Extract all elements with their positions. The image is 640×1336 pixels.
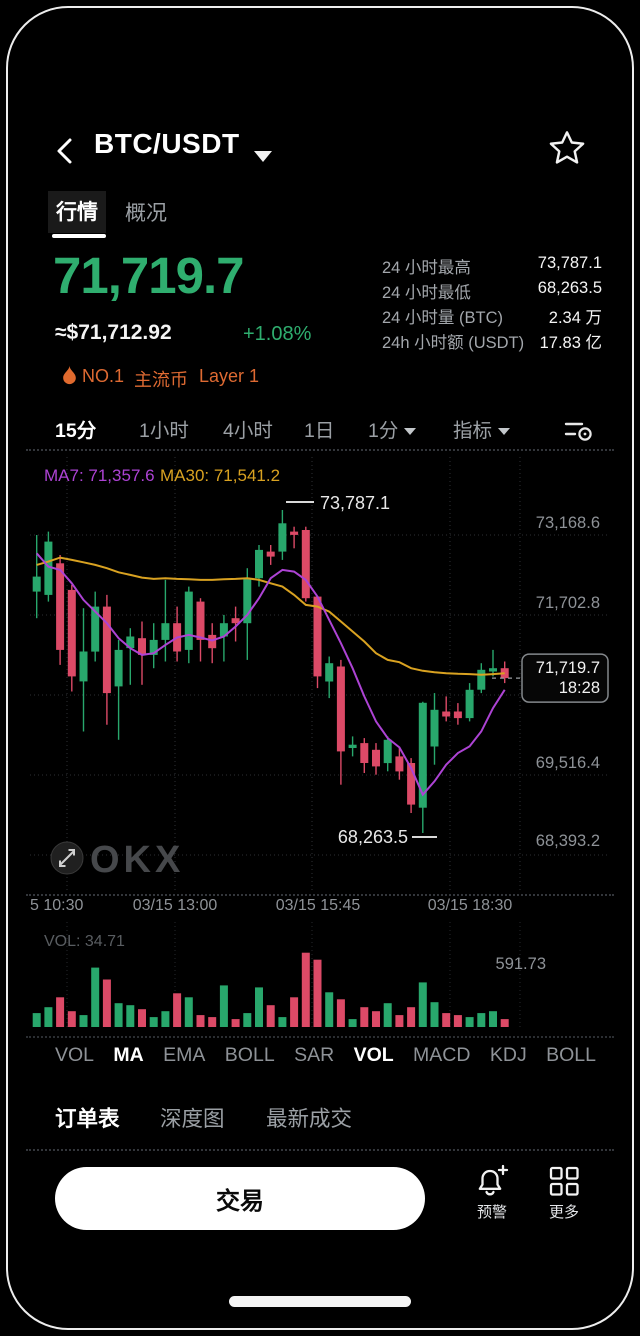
- volume-label: VOL: 34.71: [44, 933, 125, 950]
- back-button[interactable]: [52, 136, 78, 166]
- indicator-ema[interactable]: EMA: [163, 1044, 206, 1066]
- favorite-button[interactable]: [548, 129, 586, 167]
- price-chart[interactable]: 73,168.6 71,702.8 69,516.4 68,393.2 MA7: 71,…: [30, 455, 610, 895]
- x-axis-labels: 5 10:30 03/15 13:00 03/15 15:45 03/15 18…: [30, 897, 610, 917]
- chevron-down-icon: [498, 428, 511, 435]
- stat-label: 24h 小时额 (USDT): [382, 334, 525, 352]
- pair-dropdown-caret-icon[interactable]: [254, 151, 272, 162]
- stat-value: 17.83 亿: [539, 334, 602, 352]
- divider: [26, 1149, 614, 1151]
- flame-icon: [62, 365, 77, 385]
- x-axis-label: 03/15 13:00: [132, 897, 218, 914]
- x-axis-label: 5 10:30: [30, 897, 84, 914]
- svg-text:71,702.8: 71,702.8: [536, 594, 600, 612]
- ma30-legend: MA30: 71,541.2: [160, 466, 280, 485]
- stat-label: 24 小时量 (BTC): [382, 309, 504, 327]
- stat-row-high: 24 小时最高 73,787.1: [382, 254, 602, 278]
- chart-settings-button[interactable]: [564, 418, 594, 442]
- high-annotation: 73,787.1: [320, 493, 390, 513]
- okx-watermark: OKX: [50, 839, 184, 881]
- timeframe-4h[interactable]: 4小时: [223, 420, 273, 442]
- volume-axis-label: 591.73: [496, 955, 546, 973]
- x-axis-label: 03/15 18:30: [427, 897, 513, 914]
- indicator-boll-sub[interactable]: BOLL: [546, 1044, 596, 1066]
- indicator-macd[interactable]: MACD: [413, 1044, 471, 1066]
- stat-value: 2.34 万: [548, 309, 602, 327]
- indicator-menu[interactable]: 指标: [453, 414, 511, 443]
- indicator-boll-main[interactable]: BOLL: [224, 1044, 275, 1066]
- chart-settings-icon: [564, 422, 592, 441]
- tab-order-book[interactable]: 订单表: [55, 1107, 120, 1131]
- tab-latest-trades[interactable]: 最新成交: [266, 1107, 353, 1131]
- tab-market[interactable]: 行情: [48, 191, 106, 233]
- svg-text:73,168.6: 73,168.6: [536, 514, 600, 532]
- timeframe-dropdown[interactable]: 1分: [368, 414, 417, 443]
- back-chevron-icon: [57, 138, 72, 164]
- grid-more-icon: [549, 1166, 579, 1196]
- low-annotation: 68,263.5: [338, 827, 408, 847]
- alert-button[interactable]: 预警: [460, 1164, 524, 1222]
- indicator-menu-label: 指标: [453, 420, 493, 442]
- svg-text:18:28: 18:28: [559, 679, 600, 697]
- tag-rank[interactable]: NO.1: [82, 366, 125, 386]
- tag-category[interactable]: 主流币: [134, 370, 188, 390]
- timeframe-1d[interactable]: 1日: [304, 420, 335, 442]
- tab-overview[interactable]: 概况: [125, 202, 167, 225]
- indicator-kdj[interactable]: KDJ: [489, 1044, 527, 1066]
- bell-plus-icon: [478, 1164, 509, 1196]
- stat-row-low: 24 小时最低 68,263.5: [382, 279, 602, 303]
- candles: [32, 510, 509, 833]
- page-title: BTC/USDT: [94, 128, 240, 159]
- indicator-vol-main[interactable]: VOL: [55, 1044, 95, 1066]
- indicator-bar: VOL MA EMA BOLL SAR VOL MACD KDJ BOLL: [55, 1044, 596, 1067]
- alert-label: 预警: [476, 1204, 507, 1221]
- timeframe-15m[interactable]: 15分: [55, 420, 97, 442]
- trade-button-label: 交易: [216, 1188, 264, 1215]
- divider: [26, 894, 614, 896]
- svg-text:69,516.4: 69,516.4: [536, 754, 600, 772]
- divider: [26, 449, 614, 451]
- phone-frame: BTC/USDT 行情 概况 71,719.7 ≈$71,712.92 +1.0…: [6, 6, 634, 1330]
- tab-active-underline: [52, 234, 106, 238]
- price-change: +1.08%: [243, 323, 312, 345]
- more-label: 更多: [548, 1204, 579, 1221]
- fiat-price: ≈$71,712.92: [55, 321, 172, 344]
- stat-value: 73,787.1: [537, 254, 602, 272]
- svg-text:OKX: OKX: [90, 839, 184, 881]
- stat-row-turnover-usdt: 24h 小时额 (USDT) 17.83 亿: [382, 329, 602, 353]
- stat-row-volume-btc: 24 小时量 (BTC) 2.34 万: [382, 304, 602, 328]
- x-axis-label: 03/15 15:45: [275, 897, 361, 914]
- indicator-ma[interactable]: MA: [113, 1044, 144, 1066]
- star-icon: [549, 131, 585, 164]
- stat-label: 24 小时最高: [382, 259, 471, 277]
- divider: [26, 1036, 614, 1038]
- indicator-sar[interactable]: SAR: [294, 1044, 335, 1066]
- timeframe-1h[interactable]: 1小时: [139, 420, 189, 442]
- stat-value: 68,263.5: [537, 279, 602, 297]
- timeframe-dropdown-label: 1分: [368, 420, 399, 442]
- volume-chart[interactable]: VOL: 34.71 591.73: [30, 922, 610, 1035]
- home-indicator[interactable]: [229, 1296, 411, 1307]
- tag-layer[interactable]: Layer 1: [199, 366, 260, 386]
- tab-depth-chart[interactable]: 深度图: [160, 1107, 225, 1131]
- chevron-down-icon: [404, 428, 417, 435]
- ma7-line: [35, 552, 506, 797]
- stat-label: 24 小时最低: [382, 284, 471, 302]
- current-price-badge: 71,719.7 18:28: [521, 653, 609, 703]
- more-button[interactable]: 更多: [532, 1164, 596, 1222]
- svg-text:71,719.7: 71,719.7: [536, 659, 600, 677]
- trade-button[interactable]: 交易: [55, 1167, 425, 1230]
- last-price: 71,719.7: [53, 247, 245, 304]
- screen: BTC/USDT 行情 概况 71,719.7 ≈$71,712.92 +1.0…: [8, 8, 632, 1328]
- ma30-line: [36, 556, 505, 676]
- indicator-vol-sub[interactable]: VOL: [353, 1044, 394, 1066]
- ma7-legend: MA7: 71,357.6: [44, 466, 155, 485]
- svg-text:68,393.2: 68,393.2: [536, 832, 600, 850]
